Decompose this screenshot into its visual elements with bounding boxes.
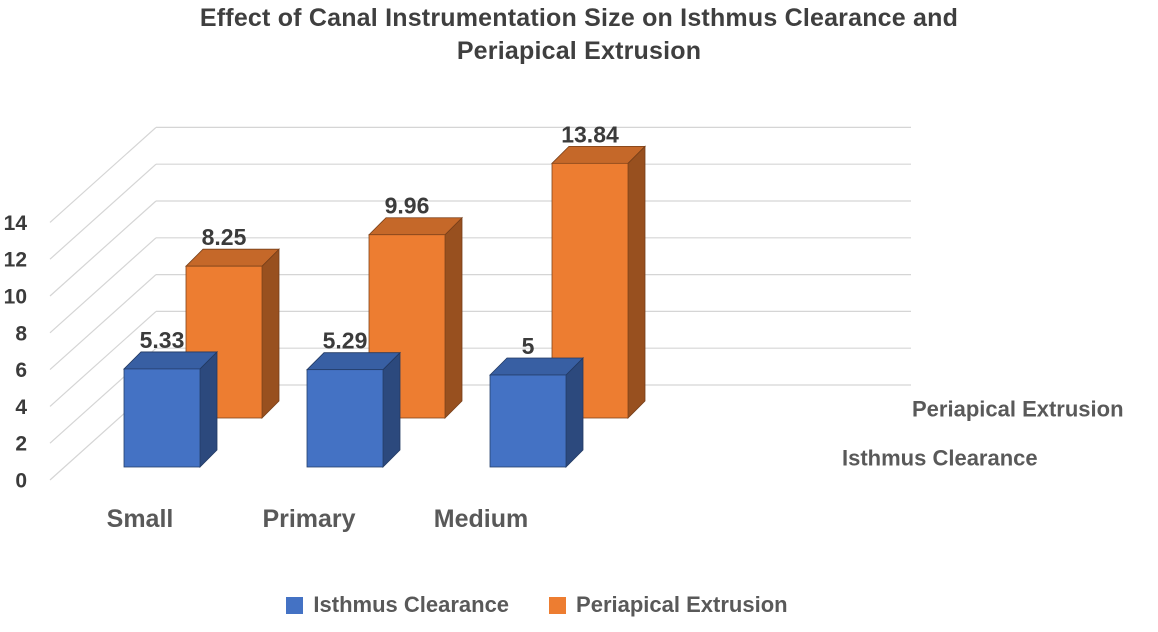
bar-top-face [551, 145, 646, 164]
category-label-medium: Medium [434, 505, 528, 533]
bar-side-face [627, 145, 646, 419]
bar-top-face [306, 352, 401, 371]
legend-item-periapical-extrusion: Periapical Extrusion [549, 592, 788, 618]
chart-legend: Isthmus Clearance Periapical Extrusion [0, 592, 1116, 618]
y-tick-label-8: 8 [15, 322, 27, 345]
bar-side-face [444, 216, 463, 419]
bar-side-face [382, 351, 401, 468]
y-tick-label-2: 2 [15, 433, 27, 456]
legend-label-isthmus-clearance: Isthmus Clearance [313, 592, 510, 617]
y-tick-label-12: 12 [4, 249, 27, 272]
data-label-isthmus-clearance-primary: 5.29 [323, 328, 368, 354]
data-label-periapical-extrusion-medium: 13.84 [561, 121, 619, 147]
y-tick-label-14: 14 [4, 212, 28, 235]
chart-title-line1: Effect of Canal Instrumentation Size on … [199, 4, 959, 32]
chart-title: Effect of Canal Instrumentation Size on … [0, 2, 1158, 68]
category-label-primary: Primary [262, 505, 355, 533]
gridline-side-12 [49, 163, 157, 260]
chart-title-line2: Periapical Extrusion [456, 37, 702, 65]
bar-front-face [123, 368, 201, 468]
legend-label-periapical-extrusion: Periapical Extrusion [576, 592, 788, 617]
bar-isthmus-clearance-medium: 5 [489, 333, 584, 468]
bar-top-face [123, 351, 218, 370]
legend-swatch-isthmus-clearance [286, 597, 304, 614]
data-label-periapical-extrusion-small: 8.25 [202, 224, 247, 250]
bar-isthmus-clearance-small: 5.33 [123, 327, 218, 468]
gridline-side-14 [49, 126, 157, 223]
bar-top-face [368, 217, 463, 236]
bar-side-face [565, 357, 584, 468]
y-tick-label-6: 6 [15, 359, 27, 382]
bar-front-face [306, 369, 384, 468]
data-label-isthmus-clearance-small: 5.33 [140, 327, 185, 353]
y-tick-label-10: 10 [4, 286, 27, 309]
legend-swatch-periapical-extrusion [549, 597, 567, 614]
bar-top-face [489, 357, 584, 376]
data-label-isthmus-clearance-medium: 5 [522, 333, 535, 359]
y-tick-label-0: 0 [15, 470, 27, 493]
gridline-side-8 [49, 237, 157, 334]
depth-axis-label-periapical-extrusion: Periapical Extrusion [912, 397, 1124, 422]
bar-isthmus-clearance-primary: 5.29 [306, 328, 401, 468]
data-label-periapical-extrusion-primary: 9.96 [385, 193, 430, 219]
legend-item-isthmus-clearance: Isthmus Clearance [286, 592, 509, 618]
gridline-side-4 [49, 310, 157, 407]
bar-side-face [261, 248, 280, 419]
y-tick-label-4: 4 [15, 396, 27, 419]
gridline-side-10 [49, 200, 157, 297]
category-label-small: Small [107, 505, 174, 533]
bar-top-face [185, 248, 280, 267]
bar-front-face [489, 374, 567, 468]
bar-side-face [199, 350, 218, 468]
depth-axis-label-isthmus-clearance: Isthmus Clearance [842, 446, 1038, 471]
gridline-side-6 [49, 274, 157, 371]
